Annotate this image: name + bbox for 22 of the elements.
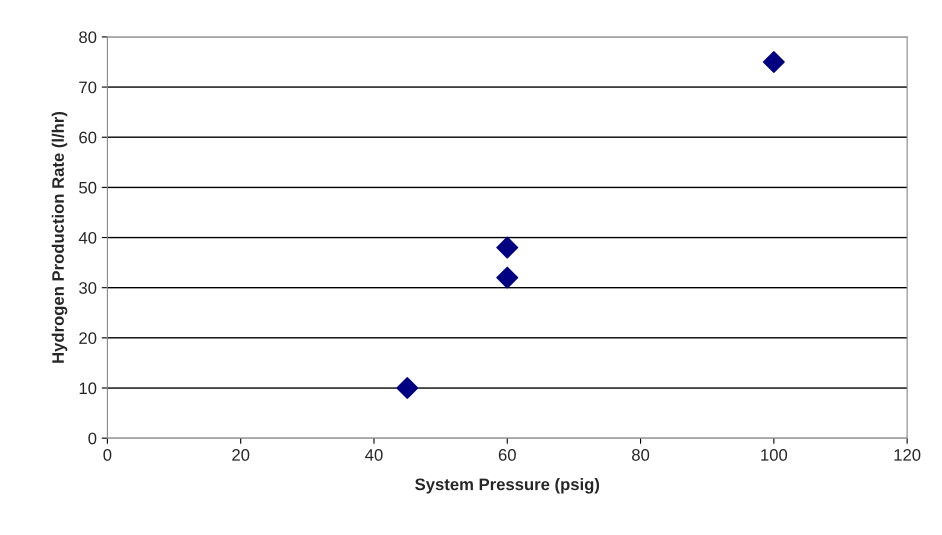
y-tick-label: 80	[79, 31, 96, 44]
y-tick-label: 0	[88, 432, 96, 444]
point	[762, 51, 785, 73]
point	[396, 377, 418, 400]
y-axis-title: Hydrogen Production Rate (l/hr)	[52, 112, 68, 363]
x-tick-label: 0	[103, 449, 112, 461]
point	[496, 236, 518, 259]
x-tick-label: 100	[761, 449, 788, 461]
x-tick-label: 120	[894, 449, 920, 461]
y-tick-label: 20	[79, 332, 96, 344]
x-tick-label: 60	[498, 449, 516, 461]
y-tick-label: 60	[79, 132, 96, 144]
y-tick-label: 70	[79, 81, 96, 94]
x-tick-label: 20	[232, 449, 250, 461]
x-tick-label: 80	[632, 449, 650, 461]
y-tick-label: 30	[79, 282, 96, 294]
y-tick-label: 10	[80, 382, 96, 394]
point	[496, 266, 518, 289]
x-axis-title: System Pressure (psig)	[415, 478, 600, 494]
y-tick-label: 50	[79, 182, 96, 194]
y-tick-label: 40	[78, 232, 96, 244]
x-tick-label: 40	[365, 449, 383, 461]
